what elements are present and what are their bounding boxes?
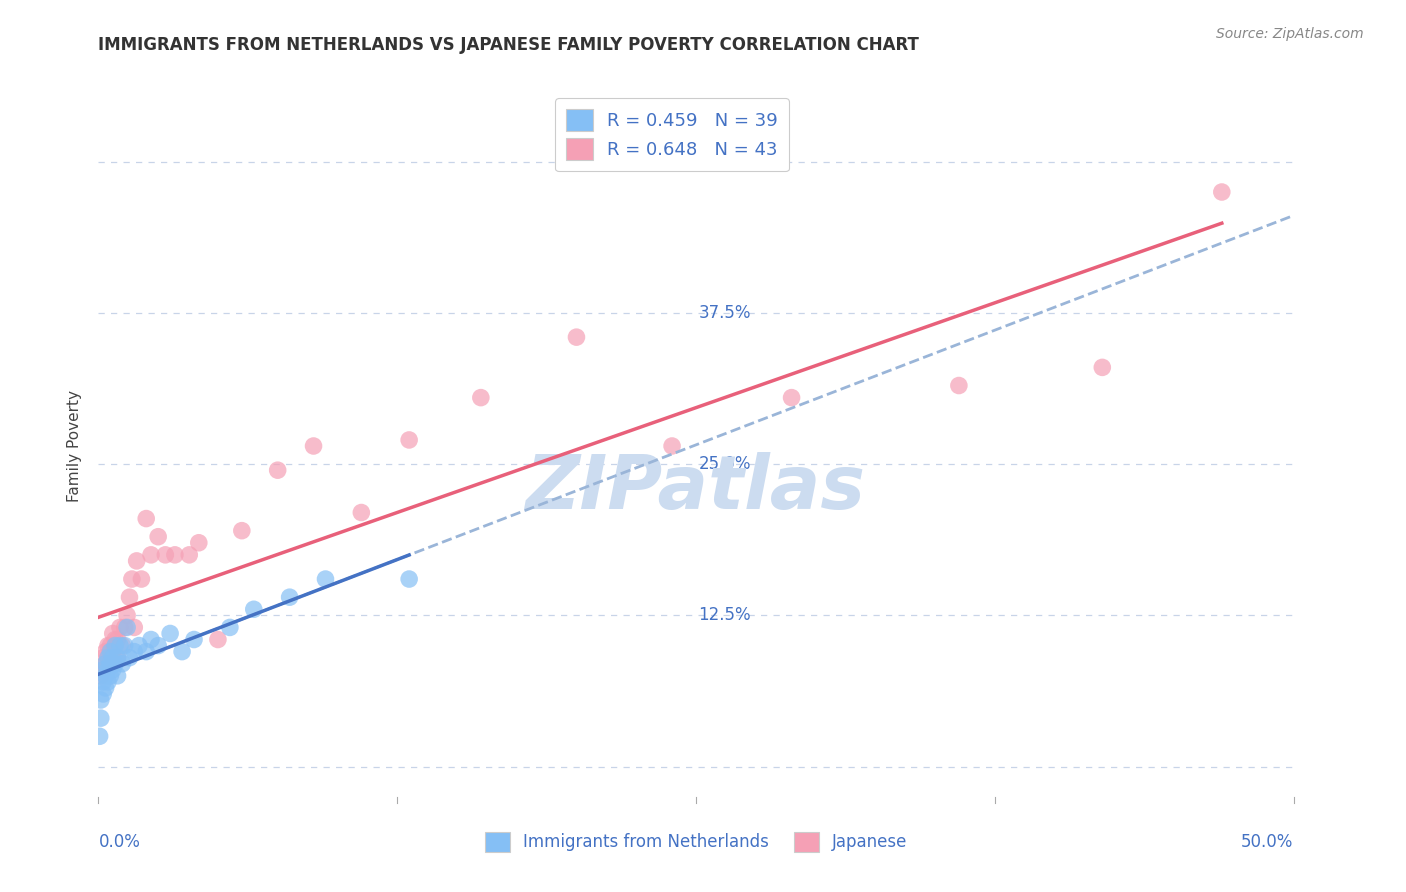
Point bbox=[187, 535, 209, 549]
Point bbox=[231, 524, 253, 538]
Point bbox=[90, 711, 112, 725]
Text: IMMIGRANTS FROM NETHERLANDS VS JAPANESE FAMILY POVERTY CORRELATION CHART: IMMIGRANTS FROM NETHERLANDS VS JAPANESE … bbox=[98, 36, 920, 54]
Point bbox=[243, 602, 266, 616]
Point bbox=[91, 650, 114, 665]
Point bbox=[107, 650, 129, 665]
Point bbox=[780, 391, 803, 405]
Point bbox=[94, 681, 117, 695]
Point bbox=[139, 548, 162, 562]
Point bbox=[114, 639, 136, 653]
Point bbox=[315, 572, 337, 586]
Point bbox=[128, 639, 150, 653]
Point bbox=[107, 650, 129, 665]
Point bbox=[118, 650, 141, 665]
Legend: Immigrants from Netherlands, Japanese: Immigrants from Netherlands, Japanese bbox=[478, 825, 914, 859]
Point bbox=[172, 645, 194, 659]
Point bbox=[107, 669, 129, 683]
Point bbox=[661, 439, 683, 453]
Point bbox=[98, 657, 122, 671]
Point bbox=[94, 645, 117, 659]
Point bbox=[1211, 185, 1233, 199]
Point bbox=[131, 572, 153, 586]
Point bbox=[302, 439, 325, 453]
Point bbox=[91, 687, 114, 701]
Point bbox=[97, 650, 120, 665]
Point bbox=[115, 620, 138, 634]
Point bbox=[148, 530, 170, 544]
Text: 50.0%: 50.0% bbox=[1241, 833, 1294, 851]
Point bbox=[114, 620, 136, 634]
Point bbox=[98, 639, 122, 653]
Point bbox=[97, 639, 120, 653]
Point bbox=[278, 590, 301, 604]
Point bbox=[470, 391, 492, 405]
Point bbox=[163, 548, 186, 562]
Point bbox=[104, 657, 127, 671]
Point bbox=[111, 657, 134, 671]
Point bbox=[97, 663, 120, 677]
Text: 12.5%: 12.5% bbox=[699, 607, 751, 624]
Text: 50.0%: 50.0% bbox=[699, 153, 751, 170]
Point bbox=[565, 330, 588, 344]
Point bbox=[101, 663, 124, 677]
Point bbox=[90, 693, 112, 707]
Text: 37.5%: 37.5% bbox=[699, 304, 751, 322]
Point bbox=[219, 620, 242, 634]
Point bbox=[398, 433, 420, 447]
Point bbox=[97, 650, 120, 665]
Point bbox=[135, 645, 157, 659]
Point bbox=[179, 548, 201, 562]
Point bbox=[124, 645, 146, 659]
Point bbox=[207, 632, 229, 647]
Point bbox=[91, 663, 114, 677]
Point bbox=[98, 657, 122, 671]
Point bbox=[94, 657, 117, 671]
Point bbox=[948, 378, 970, 392]
Point bbox=[98, 669, 122, 683]
Point bbox=[101, 645, 124, 659]
Point bbox=[97, 674, 120, 689]
Point bbox=[101, 650, 124, 665]
Point bbox=[139, 632, 162, 647]
Point bbox=[91, 674, 114, 689]
Point bbox=[94, 669, 117, 683]
Y-axis label: Family Poverty: Family Poverty bbox=[67, 390, 83, 502]
Point bbox=[124, 620, 146, 634]
Point bbox=[104, 632, 127, 647]
Text: ZIPatlas: ZIPatlas bbox=[526, 452, 866, 525]
Text: 0.0%: 0.0% bbox=[98, 833, 141, 851]
Point bbox=[118, 590, 141, 604]
Point bbox=[101, 626, 124, 640]
Point bbox=[108, 639, 131, 653]
Point bbox=[267, 463, 290, 477]
Point bbox=[1091, 360, 1114, 375]
Point bbox=[94, 657, 117, 671]
Point bbox=[90, 669, 112, 683]
Point bbox=[115, 608, 138, 623]
Point bbox=[104, 639, 127, 653]
Point bbox=[155, 548, 177, 562]
Point bbox=[135, 511, 157, 525]
Point bbox=[108, 620, 131, 634]
Point bbox=[121, 572, 143, 586]
Point bbox=[107, 632, 129, 647]
Point bbox=[89, 729, 111, 743]
Point bbox=[183, 632, 205, 647]
Point bbox=[125, 554, 148, 568]
Text: 25.0%: 25.0% bbox=[699, 455, 751, 473]
Point bbox=[148, 639, 170, 653]
Point bbox=[350, 506, 373, 520]
Point bbox=[111, 639, 134, 653]
Point bbox=[91, 663, 114, 677]
Text: Source: ZipAtlas.com: Source: ZipAtlas.com bbox=[1216, 27, 1364, 41]
Point bbox=[159, 626, 181, 640]
Point bbox=[398, 572, 420, 586]
Point bbox=[98, 645, 122, 659]
